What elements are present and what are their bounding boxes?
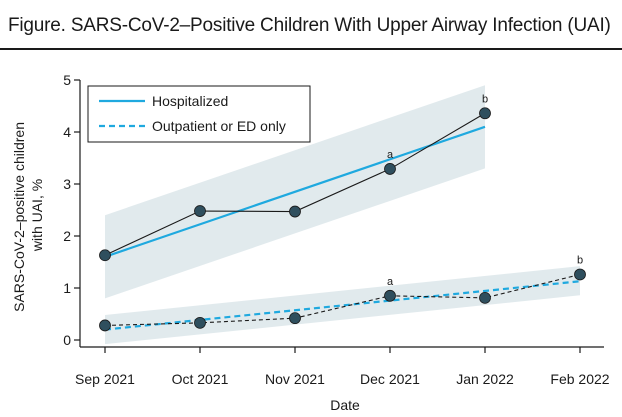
legend: Hospitalized Outpatient or ED only bbox=[87, 85, 311, 143]
fit-lines bbox=[104, 125, 581, 331]
x-tick-label-4: Jan 2022 bbox=[456, 371, 514, 387]
y-tick-label-3: 3 bbox=[63, 176, 71, 192]
x-axis-title: Date bbox=[330, 397, 360, 413]
data-point-hospitalized-3 bbox=[384, 163, 396, 175]
y-tick-label-1: 1 bbox=[63, 280, 71, 296]
data-point-hospitalized-1 bbox=[194, 205, 206, 217]
x-tick-label-1: Oct 2021 bbox=[172, 371, 229, 387]
annotations: a b a b bbox=[387, 93, 583, 288]
y-tick-label-0: 0 bbox=[63, 332, 71, 348]
x-tick-label-0: Sep 2021 bbox=[75, 371, 135, 387]
annotation-outpatient-1: b bbox=[577, 254, 583, 266]
legend-label-hospitalized: Hospitalized bbox=[152, 93, 228, 109]
y-tick-label-4: 4 bbox=[63, 124, 71, 140]
data-point-outpatient-0 bbox=[99, 319, 111, 332]
y-axis-title-line-1: SARS-CoV-2–positive children bbox=[11, 122, 27, 312]
data-point-outpatient-2 bbox=[289, 312, 301, 325]
data-point-outpatient-1 bbox=[194, 316, 206, 329]
title-rule bbox=[0, 48, 622, 50]
x-tick-label-3: Dec 2021 bbox=[360, 371, 420, 387]
x-tick-label-5: Feb 2022 bbox=[550, 371, 609, 387]
data-points bbox=[99, 107, 586, 332]
fit-line-hospitalized bbox=[104, 125, 486, 258]
annotation-hospitalized-1: b bbox=[482, 93, 488, 105]
y-tick-label-5: 5 bbox=[63, 72, 71, 88]
y-tick-label-2: 2 bbox=[63, 228, 71, 244]
annotation-hospitalized-0: a bbox=[387, 149, 394, 161]
confidence-band-outpatient bbox=[105, 266, 580, 345]
figure-title: Figure. SARS-CoV-2–Positive Children Wit… bbox=[8, 15, 611, 36]
annotation-outpatient-0: a bbox=[387, 276, 394, 288]
data-point-hospitalized-4 bbox=[479, 107, 491, 120]
data-point-outpatient-4 bbox=[479, 291, 491, 304]
data-point-outpatient-3 bbox=[384, 289, 396, 302]
data-point-hospitalized-0 bbox=[99, 249, 111, 262]
legend-box bbox=[87, 85, 311, 143]
axes: 0 1 2 3 4 5 Sep 2021 Oct 2021 Nov 2021 Dec 2021 Ja… bbox=[63, 72, 610, 387]
data-point-hospitalized-2 bbox=[289, 205, 301, 218]
data-point-outpatient-5 bbox=[574, 268, 586, 281]
y-axis-title: SARS-CoV-2–positive children with UAI, % bbox=[11, 118, 45, 312]
observed-line-outpatient bbox=[104, 273, 581, 326]
legend-label-outpatient: Outpatient or ED only bbox=[152, 118, 286, 134]
x-tick-label-2: Nov 2021 bbox=[265, 371, 325, 387]
y-axis-title-line-2: with UAI, % bbox=[29, 179, 45, 252]
